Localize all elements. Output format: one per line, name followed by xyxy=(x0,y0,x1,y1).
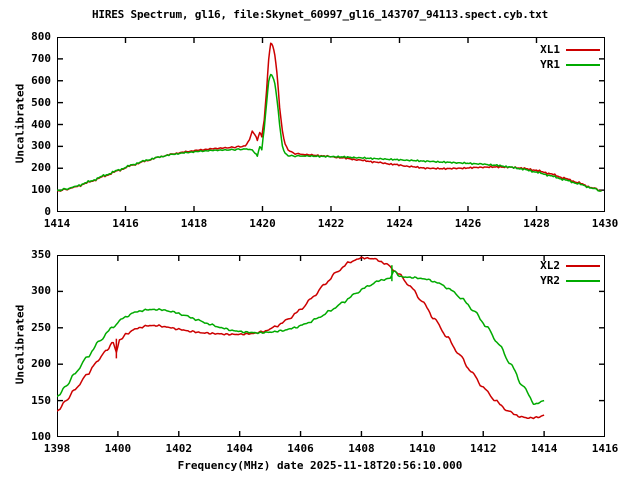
top-y-tick: 500 xyxy=(31,95,51,109)
bottom-y-tick: 150 xyxy=(31,393,51,407)
legend-label: XL1 xyxy=(540,43,560,56)
bottom-x-tick: 1416 xyxy=(591,442,619,455)
top-y-tick: 700 xyxy=(31,51,51,65)
series-line-xl2 xyxy=(57,256,545,420)
legend-label: YR2 xyxy=(540,274,560,287)
bottom-y-tick: 300 xyxy=(31,284,51,298)
bottom-legend: XL2 YR2 xyxy=(495,258,600,288)
bottom-y-tick: 200 xyxy=(31,357,51,371)
top-x-tick: 1424 xyxy=(386,217,413,230)
top-x-tick: 1420 xyxy=(249,217,276,230)
top-x-tick: 1426 xyxy=(454,217,482,230)
bottom-plot-frame xyxy=(57,255,605,437)
top-y-tick: 600 xyxy=(31,73,51,87)
bottom-x-tick: 1414 xyxy=(530,442,558,455)
bottom-x-tick: 1404 xyxy=(226,442,253,455)
bottom-x-tick: 1410 xyxy=(409,442,436,455)
top-y-tick: 100 xyxy=(31,183,51,197)
top-x-tick: 1430 xyxy=(591,217,619,230)
bottom-y-axis-label: Uncalibrated xyxy=(13,304,27,385)
top-y-tick: 0 xyxy=(44,205,51,218)
bottom-y-tick: 100 xyxy=(31,430,51,443)
top-plot-canvas xyxy=(57,37,605,212)
legend-entry-yr2[interactable]: YR2 xyxy=(495,273,600,288)
series-line-yr2 xyxy=(57,270,545,406)
bottom-x-tick: 1412 xyxy=(469,442,497,455)
bottom-x-tick: 1398 xyxy=(43,442,71,455)
legend-entry-xl1[interactable]: XL1 xyxy=(495,42,600,57)
legend-color-swatch xyxy=(566,63,600,66)
bottom-plot-canvas xyxy=(57,255,605,437)
bottom-x-tick: 1400 xyxy=(104,442,132,455)
bottom-x-tick: 1402 xyxy=(165,442,193,455)
legend-label: YR1 xyxy=(540,58,560,71)
legend-color-swatch xyxy=(566,48,600,51)
top-y-tick: 300 xyxy=(31,139,51,153)
legend-color-swatch xyxy=(566,264,600,267)
top-x-tick: 1416 xyxy=(112,217,139,230)
legend-entry-xl2[interactable]: XL2 xyxy=(495,258,600,273)
legend-label: XL2 xyxy=(540,259,560,272)
top-y-tick: 800 xyxy=(31,30,51,43)
top-x-tick: 1428 xyxy=(523,217,550,230)
bottom-x-tick: 1408 xyxy=(348,442,375,455)
page-title: HIRES Spectrum, gl16, file:Skynet_60997_… xyxy=(91,8,548,21)
top-plot-frame xyxy=(57,37,605,212)
top-plot-panel xyxy=(57,37,605,212)
legend-color-swatch xyxy=(566,279,600,282)
bottom-y-tick: 350 xyxy=(31,248,51,261)
top-y-tick: 400 xyxy=(31,117,51,131)
top-legend: XL1 YR1 xyxy=(495,42,600,72)
series-line-yr1 xyxy=(57,73,602,192)
top-x-tick: 1414 xyxy=(43,217,71,230)
bottom-y-tick: 250 xyxy=(31,320,51,334)
bottom-plot-panel xyxy=(57,255,605,437)
legend-entry-yr1[interactable]: YR1 xyxy=(495,57,600,72)
x-axis-title: Frequency(MHz) date 2025-11-18T20:56:10.… xyxy=(177,459,463,472)
top-x-tick: 1422 xyxy=(317,217,345,230)
bottom-x-tick: 1406 xyxy=(287,442,314,455)
top-x-tick: 1418 xyxy=(180,217,208,230)
top-y-tick: 200 xyxy=(31,161,51,175)
